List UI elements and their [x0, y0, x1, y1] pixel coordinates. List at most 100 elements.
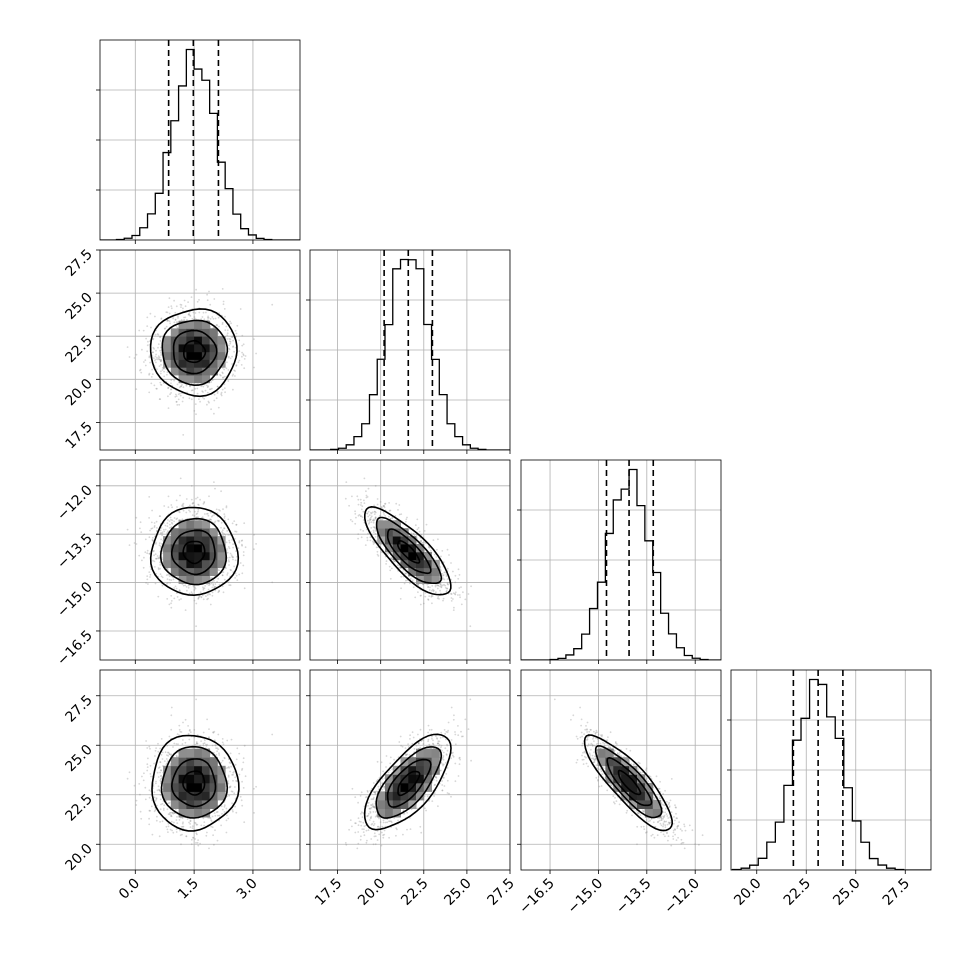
scatter-point — [210, 518, 213, 521]
scatter-point — [467, 593, 470, 595]
density-cell — [163, 551, 172, 561]
density-cell — [209, 536, 218, 545]
scatter-point — [159, 761, 162, 763]
scatter-point — [196, 387, 199, 390]
scatter-point — [150, 326, 152, 329]
scatter-point — [148, 789, 151, 792]
scatter-point — [234, 370, 237, 372]
scatter-point — [453, 606, 455, 609]
scatter-point — [167, 395, 169, 398]
scatter-point — [159, 573, 162, 575]
scatter-point — [360, 501, 363, 504]
scatter-point — [433, 553, 436, 556]
scatter-point — [414, 524, 417, 527]
scatter-point — [157, 750, 160, 753]
scatter-point — [362, 510, 365, 513]
scatter-point — [187, 313, 190, 316]
scatter-point — [218, 583, 221, 586]
scatter-point — [182, 502, 185, 505]
scatter-point — [374, 510, 376, 513]
panel-content — [100, 460, 300, 660]
density-cell — [385, 544, 394, 553]
scatter-point — [218, 589, 221, 592]
scatter-point — [170, 518, 172, 521]
scatter-point — [226, 338, 229, 340]
scatter-point — [155, 356, 158, 359]
scatter-point — [374, 527, 376, 529]
scatter-point — [384, 503, 386, 505]
scatter-point — [446, 548, 449, 551]
scatter-point — [199, 842, 202, 845]
y-tick-label: 20.0 — [62, 376, 95, 409]
scatter-point — [366, 512, 368, 514]
scatter-point — [159, 529, 162, 532]
scatter-point — [178, 589, 181, 592]
density-cell — [201, 559, 211, 569]
scatter-point — [398, 504, 401, 506]
scatter-point — [227, 559, 230, 561]
scatter-point — [213, 399, 216, 402]
scatter-point — [187, 301, 190, 303]
scatter-point — [442, 597, 445, 600]
scatter-point — [217, 591, 220, 594]
scatter-point — [215, 747, 217, 749]
scatter-point — [403, 582, 406, 585]
scatter-point — [217, 733, 220, 736]
scatter-point — [241, 544, 244, 547]
scatter-point — [255, 785, 257, 788]
scatter-point — [180, 385, 182, 388]
scatter-point — [242, 343, 245, 346]
scatter-point — [143, 772, 145, 775]
scatter-point — [202, 742, 205, 745]
density-cell — [408, 551, 417, 561]
scatter-point — [155, 349, 157, 352]
scatter-point — [230, 765, 233, 768]
scatter-point — [233, 350, 236, 353]
scatter-point — [368, 518, 371, 521]
scatter-point — [240, 540, 243, 542]
scatter-point — [440, 586, 443, 589]
scatter-point — [163, 505, 166, 507]
scatter-point — [167, 822, 170, 825]
scatter-point — [176, 506, 178, 508]
scatter-point — [215, 753, 218, 756]
scatter-point — [389, 569, 392, 572]
scatter-point — [227, 776, 230, 778]
density-cell — [178, 520, 187, 529]
y-tick-label: −15.0 — [54, 579, 96, 621]
scatter-point — [391, 516, 394, 519]
scatter-point — [181, 518, 184, 521]
density-cell — [385, 528, 394, 537]
scatter-point — [234, 346, 237, 349]
scatter-point — [216, 385, 219, 388]
scatter-point — [158, 398, 161, 400]
scatter-point — [154, 582, 157, 585]
scatter-point — [194, 387, 197, 390]
density-cell — [186, 536, 195, 545]
scatter-point — [222, 534, 224, 537]
scatter-point — [195, 823, 198, 826]
scatter-point — [193, 599, 196, 602]
scatter-point — [440, 585, 443, 588]
scatter-point — [156, 557, 159, 560]
scatter-point — [157, 355, 160, 358]
scatter-point — [189, 385, 191, 387]
scatter-point — [383, 505, 386, 507]
scatter-point — [253, 338, 255, 340]
scatter-point — [177, 321, 179, 323]
scatter-point — [397, 509, 399, 511]
scatter-point — [182, 396, 185, 399]
scatter-point — [458, 574, 461, 576]
scatter-point — [210, 582, 213, 585]
scatter-point — [215, 508, 218, 511]
scatter-point — [166, 319, 169, 322]
scatter-point — [209, 603, 212, 606]
density-cell — [209, 367, 218, 376]
density-cell — [178, 536, 187, 545]
scatter-point — [217, 520, 220, 523]
scatter-point — [166, 568, 169, 571]
scatter-point — [385, 563, 387, 565]
scatter-point — [203, 587, 206, 589]
density-cell — [163, 359, 172, 368]
scatter-point — [174, 319, 177, 321]
